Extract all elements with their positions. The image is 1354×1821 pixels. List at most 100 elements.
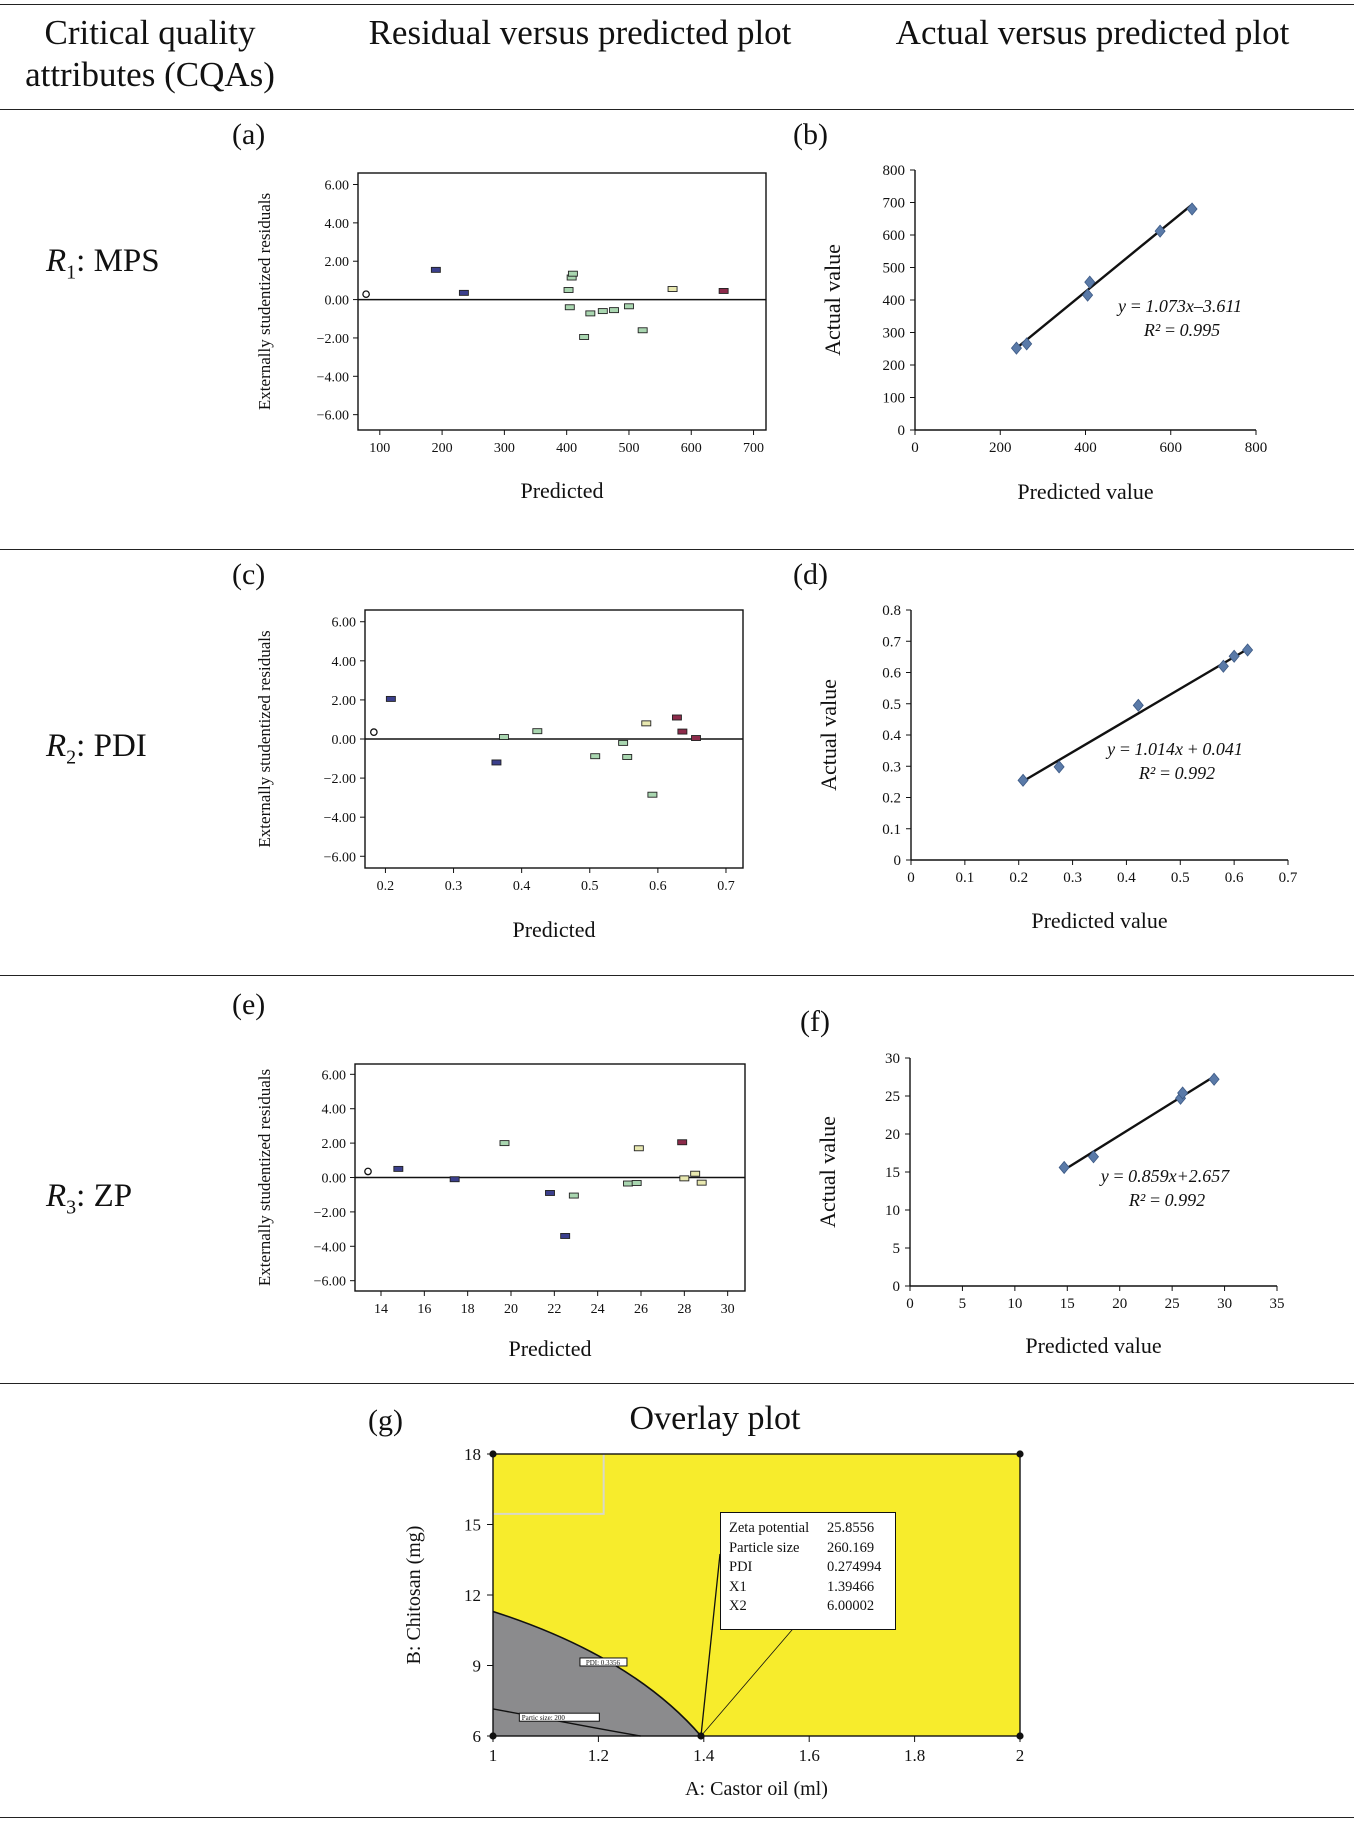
y-tick-label: 0.00 — [325, 294, 350, 309]
x-tick-label: 0.5 — [1171, 870, 1190, 886]
residual-plot-mps: 6.00 4.00 2.00 0.00 −2.00 −4.00 −6.00 100 200 300… — [255, 172, 767, 503]
residual-point — [631, 1180, 642, 1186]
data-point — [1021, 337, 1033, 351]
row-label-sub: 1 — [66, 261, 77, 284]
residual-point — [545, 1190, 555, 1196]
x-tick-label: 1.2 — [588, 1746, 609, 1765]
row-label-text: : MPS — [76, 243, 160, 279]
y-tick-label: −2.00 — [314, 1206, 346, 1221]
row-label-pdi: R2: PDI — [46, 728, 147, 770]
x-tick-label: 0.7 — [717, 879, 735, 894]
y-tick-label: 800 — [883, 163, 906, 179]
plot-frame — [357, 172, 767, 431]
residual-point — [647, 791, 658, 798]
flag-row-value: 6.00002 — [827, 1598, 875, 1614]
residual-point — [718, 288, 729, 294]
y-tick-label: 400 — [883, 293, 906, 309]
row-label-text: : PDI — [76, 728, 147, 764]
data-point — [1084, 275, 1096, 289]
x-tick-label: 0.3 — [1063, 870, 1082, 886]
flag-row-name: Particle size — [729, 1539, 800, 1556]
panel-letter-f: (f) — [800, 1005, 830, 1038]
y-tick-label: 200 — [883, 358, 906, 374]
x-tick-label: 0.4 — [1117, 870, 1136, 886]
x-tick-label: 0.3 — [445, 879, 463, 894]
excluded-region — [493, 1611, 701, 1736]
grid-inset-line — [493, 1454, 605, 1515]
x-tick-label: 500 — [618, 441, 639, 456]
x-tick-label: 2 — [1016, 1746, 1025, 1765]
x-tick-label: 16 — [417, 1302, 431, 1317]
x-tick-label: 300 — [494, 441, 515, 456]
x-tick-label: 600 — [681, 441, 702, 456]
x-axis-label: Predicted value — [1031, 908, 1167, 933]
row1-rule — [0, 549, 1354, 550]
bottom-rule — [0, 1817, 1354, 1818]
residual-point — [491, 759, 502, 766]
residual-point — [641, 720, 652, 727]
residual-point — [677, 1139, 688, 1146]
y-tick-label: 0.8 — [882, 603, 901, 619]
x-tick-label: 22 — [547, 1302, 561, 1317]
residual-point — [667, 286, 678, 292]
overlay-plot-title: Overlay plot — [629, 1400, 801, 1437]
flag-row: X1 1.39466 — [729, 1578, 887, 1598]
row-label-text: : ZP — [76, 1178, 133, 1214]
residual-point — [430, 266, 441, 273]
y-tick-label: 0.1 — [882, 822, 901, 838]
column-header-cqa-line1: Critical quality — [44, 13, 256, 52]
y-tick-label: −6.00 — [314, 1275, 346, 1290]
x-tick-label: 0.2 — [1009, 870, 1028, 886]
row-label-sub: 2 — [66, 746, 77, 769]
y-tick-label: 0.00 — [332, 733, 357, 748]
flag-row-value: 260.169 — [827, 1539, 875, 1556]
data-point — [1154, 224, 1166, 238]
y-tick-label: −4.00 — [314, 1240, 346, 1255]
regression-equation: y = 1.014x + 0.041 — [1105, 739, 1243, 759]
flag-row-name: X1 — [729, 1578, 747, 1595]
r-squared: R² = 0.992 — [1128, 1190, 1205, 1210]
row-label-zp: R3: ZP — [46, 1178, 132, 1220]
residual-point — [560, 1233, 571, 1239]
x-tick-label: 30 — [721, 1302, 735, 1317]
x-tick-label: 28 — [677, 1302, 691, 1317]
y-tick-label: −6.00 — [324, 850, 356, 865]
panel-letter-b: (b) — [793, 118, 828, 151]
x-tick-label: 0.4 — [513, 879, 531, 894]
x-tick-label: 400 — [556, 441, 577, 456]
residual-point — [671, 714, 682, 721]
y-tick-label: 100 — [883, 391, 906, 407]
y-tick-label: 2.00 — [332, 694, 357, 709]
y-tick-label: 20 — [885, 1127, 900, 1143]
residual-point — [609, 307, 619, 314]
residual-point — [633, 1145, 644, 1152]
x-tick-label: 35 — [1270, 1296, 1285, 1312]
y-tick-label: 6.00 — [332, 616, 357, 631]
residual-point — [362, 290, 370, 299]
x-tick-label: 30 — [1217, 1296, 1232, 1312]
residual-point — [564, 304, 575, 311]
residual-point — [679, 1175, 690, 1182]
y-tick-label: 6.00 — [322, 1068, 347, 1083]
y-tick-label: 0.5 — [882, 697, 901, 713]
residual-point — [696, 1179, 707, 1186]
x-tick-label: 0.7 — [1279, 870, 1298, 886]
x-tick-label: 0.1 — [955, 870, 974, 886]
y-tick-label: 6 — [473, 1727, 482, 1746]
x-tick-label: 1.6 — [799, 1746, 820, 1765]
column-header-cqa-line2: attributes (CQAs) — [25, 55, 275, 94]
residual-point — [449, 1176, 460, 1183]
y-tick-label: 0 — [898, 423, 906, 439]
y-tick-label: 12 — [464, 1586, 481, 1605]
residual-point — [563, 287, 574, 293]
y-tick-label: 2.00 — [322, 1137, 347, 1152]
y-tick-label: 18 — [464, 1445, 481, 1464]
residual-point — [499, 1140, 510, 1147]
y-axis-label: Externally studentized residuals — [255, 193, 274, 410]
panel-letter-g: (g) — [368, 1404, 403, 1437]
residual-point — [364, 1167, 372, 1176]
y-tick-label: 600 — [883, 228, 906, 244]
x-axis-label: A: Castor oil (ml) — [685, 1778, 828, 1800]
contour-label-box — [579, 1657, 628, 1667]
actual-vs-predicted-pdi: 0 0.1 0.2 0.3 0.4 0.5 0.6 0.7 0.8 0 0.1 0.2 0.3 0.4 0.… — [816, 603, 1298, 933]
